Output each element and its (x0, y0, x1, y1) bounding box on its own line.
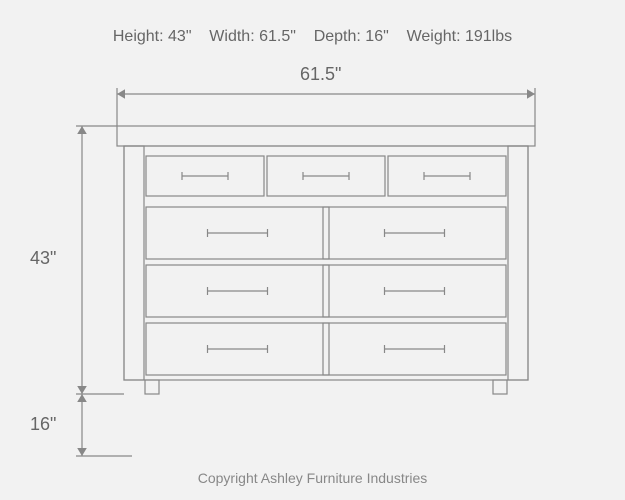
dresser-diagram (0, 0, 625, 500)
copyright-text: Copyright Ashley Furniture Industries (0, 470, 625, 486)
